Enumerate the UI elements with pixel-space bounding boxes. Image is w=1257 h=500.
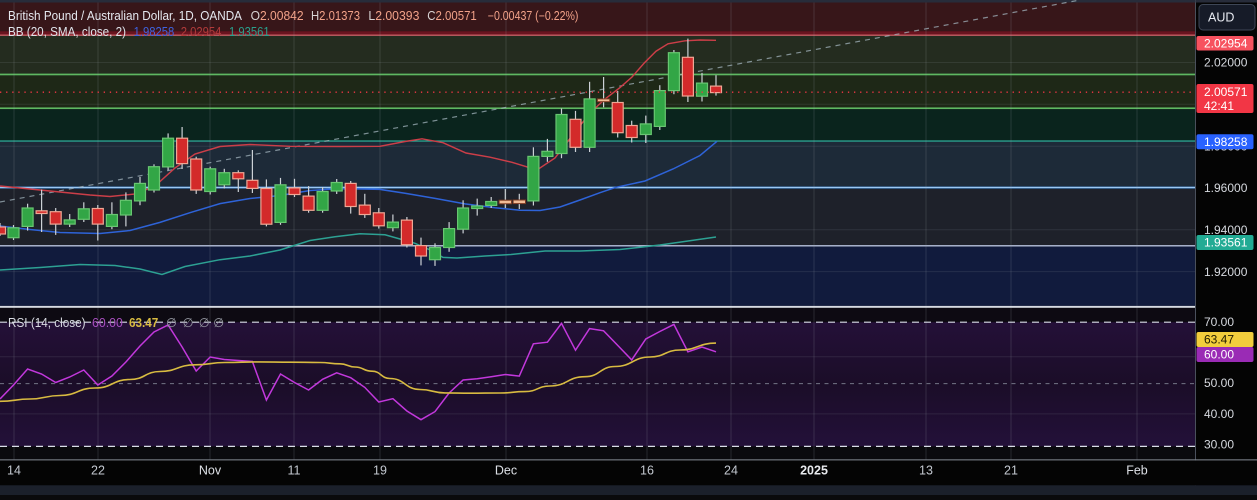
svg-text:L2.00393: L2.00393 xyxy=(368,9,419,23)
svg-text:42:41: 42:41 xyxy=(1204,99,1234,113)
svg-text:1.93561: 1.93561 xyxy=(229,25,270,39)
svg-text:Nov: Nov xyxy=(199,464,222,478)
svg-text:1.93561: 1.93561 xyxy=(1204,236,1248,250)
svg-text:24: 24 xyxy=(724,464,738,478)
svg-text:2.02000: 2.02000 xyxy=(1204,56,1248,70)
svg-text:22: 22 xyxy=(91,464,105,478)
svg-text:BB (20, SMA, close, 2): BB (20, SMA, close, 2) xyxy=(8,25,126,39)
svg-text:∅: ∅ xyxy=(213,316,224,330)
svg-text:40.00: 40.00 xyxy=(1204,407,1234,421)
svg-text:∅: ∅ xyxy=(183,316,194,330)
svg-text:2.02954: 2.02954 xyxy=(1204,37,1248,51)
svg-text:∅: ∅ xyxy=(166,316,177,330)
svg-text:14: 14 xyxy=(7,464,21,478)
svg-text:O2.00842: O2.00842 xyxy=(251,9,304,23)
svg-text:63.47: 63.47 xyxy=(1204,333,1234,347)
svg-text:H2.01373: H2.01373 xyxy=(311,9,360,23)
svg-text:Dec: Dec xyxy=(495,464,517,478)
svg-text:1.98258: 1.98258 xyxy=(134,25,175,39)
svg-text:19: 19 xyxy=(373,464,387,478)
svg-text:50.00: 50.00 xyxy=(1204,376,1234,390)
svg-text:−0.00437 (−0.22%): −0.00437 (−0.22%) xyxy=(488,9,579,23)
svg-text:11: 11 xyxy=(288,464,301,478)
svg-text:1.98258: 1.98258 xyxy=(1204,135,1248,149)
svg-text:2.00571: 2.00571 xyxy=(1204,85,1248,99)
svg-text:Feb: Feb xyxy=(1126,464,1148,478)
svg-text:2025: 2025 xyxy=(800,464,828,478)
svg-text:16: 16 xyxy=(640,464,654,478)
svg-text:2.02954: 2.02954 xyxy=(181,25,222,39)
svg-text:RSI (14, close): RSI (14, close) xyxy=(8,316,86,330)
svg-text:60.00: 60.00 xyxy=(92,316,123,330)
svg-text:70.00: 70.00 xyxy=(1204,315,1234,329)
svg-text:AUD: AUD xyxy=(1208,11,1234,25)
svg-text:30.00: 30.00 xyxy=(1204,438,1234,452)
svg-text:∅: ∅ xyxy=(199,316,210,330)
svg-text:63.47: 63.47 xyxy=(129,316,158,330)
svg-text:C2.00571: C2.00571 xyxy=(427,9,477,23)
svg-text:1.96000: 1.96000 xyxy=(1204,181,1248,195)
svg-text:British Pound / Australian Dol: British Pound / Australian Dollar, 1D, O… xyxy=(8,9,243,23)
svg-text:13: 13 xyxy=(919,464,933,478)
svg-text:21: 21 xyxy=(1004,464,1018,478)
svg-text:60.00: 60.00 xyxy=(1204,348,1234,362)
svg-text:1.92000: 1.92000 xyxy=(1204,265,1248,279)
